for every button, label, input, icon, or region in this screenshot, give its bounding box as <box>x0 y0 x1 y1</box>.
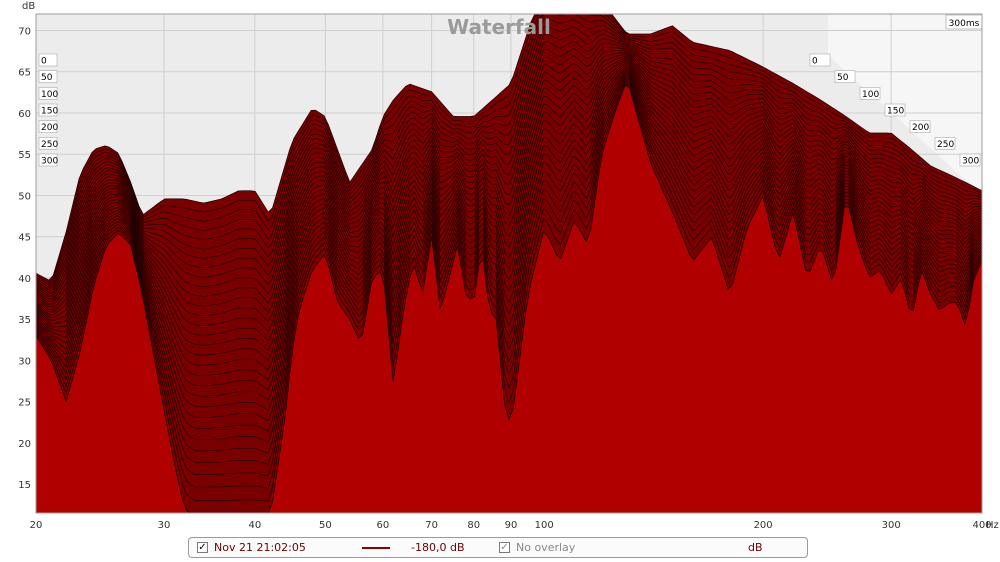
svg-text:200: 200 <box>41 123 58 133</box>
time-tick-right: 50 <box>834 70 856 83</box>
time-tick-right: 100 <box>859 87 881 100</box>
svg-text:300: 300 <box>962 157 979 167</box>
x-tick-label: 20 <box>30 520 43 531</box>
svg-text:200: 200 <box>912 123 929 133</box>
plot-frame <box>35 13 983 514</box>
time-tick-right: 300 <box>959 153 981 167</box>
y-tick-label: 15 <box>18 480 31 491</box>
y-tick-label: 50 <box>18 191 31 202</box>
y-tick-label: 35 <box>18 315 31 326</box>
y-tick-label: 40 <box>18 274 31 285</box>
time-tick-left: 0 <box>38 53 58 67</box>
y-tick-label: 60 <box>18 109 31 120</box>
series-line-swatch <box>362 547 390 549</box>
unit-label: dB <box>748 541 763 554</box>
level-value: -180,0 dB <box>411 541 465 554</box>
time-tick-right: 0 <box>809 53 831 67</box>
svg-text:50: 50 <box>41 73 53 83</box>
svg-text:150: 150 <box>41 107 58 117</box>
time-max-label: 300ms <box>949 19 980 29</box>
x-tick-label: 400 <box>972 520 991 531</box>
x-tick-label: 60 <box>377 520 390 531</box>
x-tick-label: 100 <box>535 520 554 531</box>
y-tick-label: 45 <box>18 233 31 244</box>
overlay-label: No overlay <box>516 541 576 554</box>
x-tick-label: 80 <box>467 520 480 531</box>
time-tick-left: 150 <box>38 103 58 117</box>
chart-title: Waterfall <box>447 15 551 39</box>
time-tick-left: 50 <box>38 70 58 83</box>
y-tick-label: 55 <box>18 150 31 161</box>
x-tick-label: 300 <box>882 520 901 531</box>
x-tick-label: 70 <box>425 520 438 531</box>
y-tick-label: 20 <box>18 439 31 450</box>
time-tick-left: 250 <box>38 137 58 150</box>
time-tick-right: 200 <box>909 120 931 133</box>
measurement-name[interactable]: Nov 21 21:02:05 <box>214 541 306 554</box>
svg-text:300: 300 <box>41 157 58 167</box>
x-tick-label: 30 <box>158 520 171 531</box>
svg-text:250: 250 <box>41 140 58 150</box>
svg-text:0: 0 <box>812 57 818 67</box>
time-tick-right: 150 <box>884 103 906 117</box>
svg-text:150: 150 <box>887 107 904 117</box>
x-tick-label: 40 <box>249 520 262 531</box>
time-max-label-box: 300ms <box>945 14 983 30</box>
y-tick-label: 30 <box>18 356 31 367</box>
y-axis-label: dB <box>22 1 35 12</box>
svg-text:250: 250 <box>937 140 954 150</box>
svg-text:100: 100 <box>862 90 879 100</box>
time-tick-left: 200 <box>38 120 58 133</box>
time-tick-left: 300 <box>38 153 58 167</box>
time-tick-right: 250 <box>934 137 956 150</box>
svg-text:50: 50 <box>837 73 849 83</box>
y-tick-label: 65 <box>18 68 31 79</box>
legend-bar: ✓ Nov 21 21:02:05 -180,0 dB ✓ No overlay… <box>188 537 808 558</box>
svg-text:0: 0 <box>41 57 47 67</box>
x-axis-label: Hz <box>986 520 999 531</box>
svg-text:100: 100 <box>41 90 58 100</box>
measurement-checkbox[interactable]: ✓ <box>197 542 208 553</box>
y-tick-label: 25 <box>18 398 31 409</box>
x-tick-label: 50 <box>319 520 332 531</box>
axis-ticks: 20 30 40 50 60 70 80 90 100 200 300 400152025303540… <box>18 26 991 531</box>
time-axis-ticks: 0 0 50 50 100 100 150 150 200 200 250 250 300 300 <box>38 53 981 167</box>
x-tick-label: 90 <box>505 520 518 531</box>
x-tick-label: 200 <box>754 520 773 531</box>
time-tick-left: 100 <box>38 87 58 100</box>
overlay-checkbox[interactable]: ✓ <box>499 542 510 553</box>
y-tick-label: 70 <box>18 26 31 37</box>
